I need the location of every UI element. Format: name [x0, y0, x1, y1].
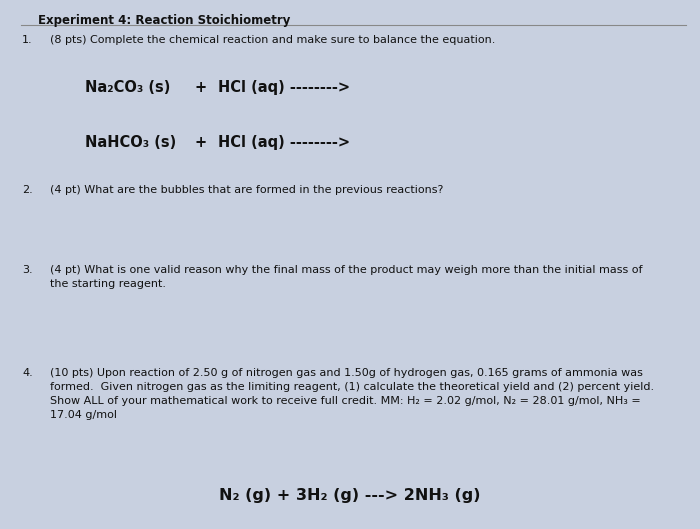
Text: HCl (aq) -------->: HCl (aq) --------> [218, 80, 350, 95]
Text: Experiment 4: Reaction Stoichiometry: Experiment 4: Reaction Stoichiometry [38, 14, 290, 27]
Text: N₂ (g) + 3H₂ (g) ---> 2NH₃ (g): N₂ (g) + 3H₂ (g) ---> 2NH₃ (g) [219, 488, 481, 503]
Text: 2.: 2. [22, 185, 33, 195]
Text: HCl (aq) -------->: HCl (aq) --------> [218, 135, 350, 150]
Text: +: + [195, 80, 207, 95]
Text: 3.: 3. [22, 265, 33, 275]
Text: Na₂CO₃ (s): Na₂CO₃ (s) [85, 80, 170, 95]
Text: (10 pts) Upon reaction of 2.50 g of nitrogen gas and 1.50g of hydrogen gas, 0.16: (10 pts) Upon reaction of 2.50 g of nitr… [50, 368, 654, 420]
Text: (4 pt) What are the bubbles that are formed in the previous reactions?: (4 pt) What are the bubbles that are for… [50, 185, 443, 195]
Text: 1.: 1. [22, 35, 33, 45]
Text: 4.: 4. [22, 368, 33, 378]
Text: (4 pt) What is one valid reason why the final mass of the product may weigh more: (4 pt) What is one valid reason why the … [50, 265, 643, 289]
Text: NaHCO₃ (s): NaHCO₃ (s) [85, 135, 176, 150]
Text: (8 pts) Complete the chemical reaction and make sure to balance the equation.: (8 pts) Complete the chemical reaction a… [50, 35, 496, 45]
Text: +: + [195, 135, 207, 150]
